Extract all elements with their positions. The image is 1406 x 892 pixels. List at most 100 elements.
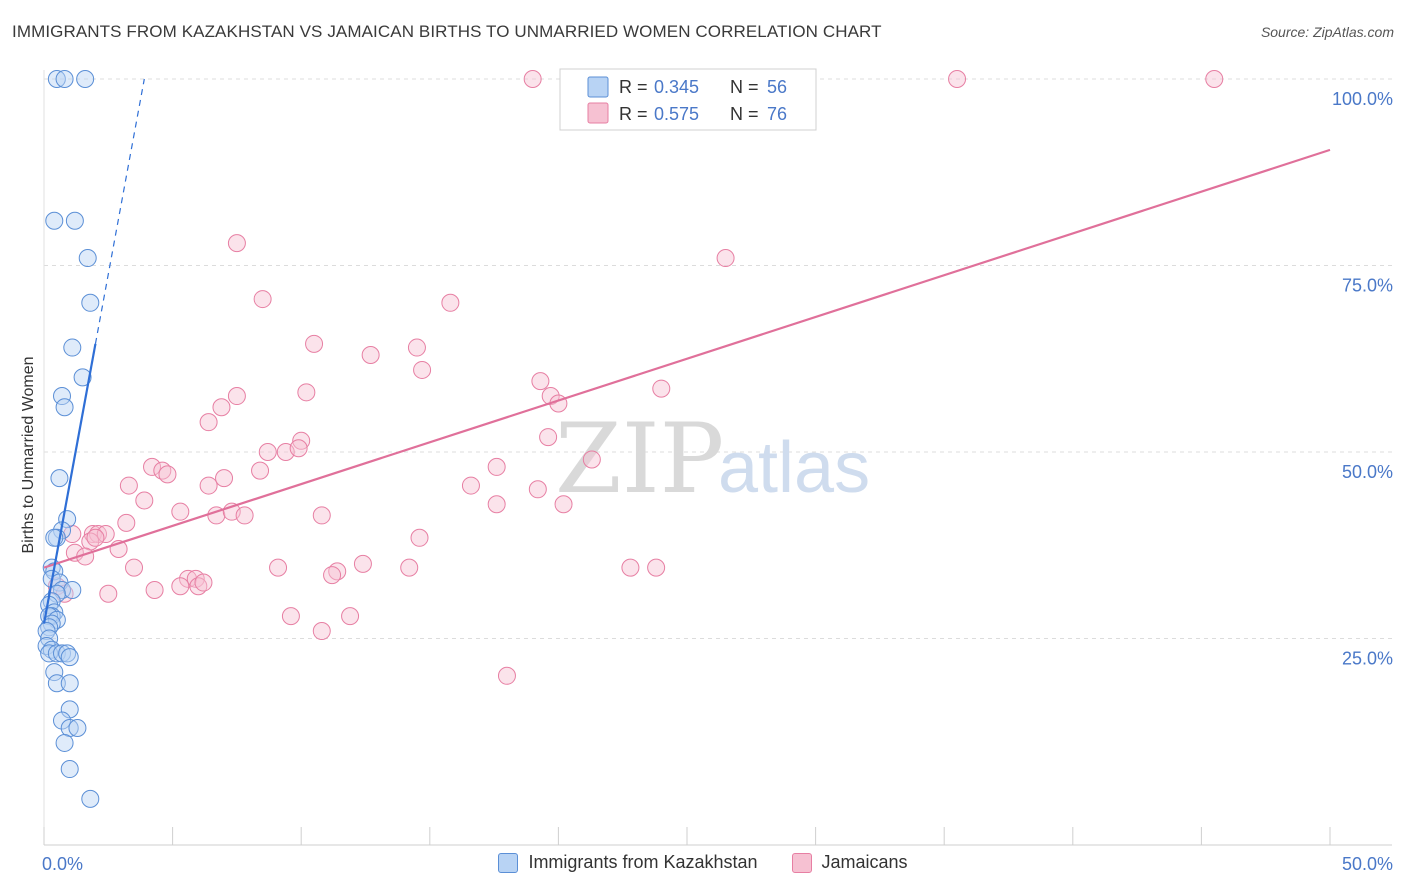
series-legend: Immigrants from Kazakhstan Jamaicans: [0, 852, 1406, 873]
correlation-legend: R = 0.345 N = 56 R = 0.575 N = 76: [559, 68, 817, 131]
jamaicans-point: [171, 577, 190, 596]
jamaicans-point: [621, 558, 640, 577]
y-tick-label: 75.0%: [1342, 276, 1393, 296]
jamaicans-point: [647, 558, 666, 577]
legend-swatch-pink: [587, 102, 609, 124]
jamaicans-point: [497, 666, 516, 685]
jamaicans-point: [145, 581, 164, 600]
legend-item-jamaicans[interactable]: Jamaicans: [791, 852, 908, 873]
jamaicans-point: [212, 398, 231, 417]
jamaicans-point: [86, 528, 105, 547]
kazakhstan-trend-line: [42, 343, 97, 624]
jamaicans-point: [652, 379, 671, 398]
kazakhstan-points: [37, 70, 100, 808]
legend-r-label-1: R =: [619, 77, 648, 97]
jamaicans-point: [716, 249, 735, 268]
legend-n-label-2: N =: [730, 104, 759, 124]
jamaicans-point: [461, 476, 480, 495]
jamaicans-trend-line: [43, 148, 1331, 569]
jamaicans-point: [541, 387, 560, 406]
watermark-atlas: atlas: [718, 428, 870, 508]
y-tick-label: 50.0%: [1342, 462, 1393, 482]
legend-label-kazakhstan: Immigrants from Kazakhstan: [528, 852, 758, 872]
jamaicans-point: [528, 480, 547, 499]
kazakhstan-point: [40, 644, 59, 663]
legend-label-jamaicans: Jamaicans: [821, 852, 908, 872]
jamaicans-point: [125, 558, 144, 577]
kazakhstan-point: [63, 338, 82, 357]
jamaicans-point: [269, 558, 288, 577]
jamaicans-point: [119, 476, 138, 495]
jamaicans-points: [47, 70, 1224, 685]
jamaicans-point: [305, 334, 324, 353]
jamaicans-point: [400, 558, 419, 577]
jamaicans-point: [441, 293, 460, 312]
jamaicans-point: [171, 502, 190, 521]
chart-title: IMMIGRANTS FROM KAZAKHSTAN VS JAMAICAN B…: [12, 22, 882, 41]
legend-n-label-1: N =: [730, 77, 759, 97]
kazakhstan-point: [40, 629, 59, 648]
legend-swatch-kazakhstan: [498, 852, 519, 873]
kazakhstan-point: [47, 674, 66, 693]
kazakhstan-point: [55, 70, 74, 88]
kazakhstan-point: [81, 789, 100, 808]
jamaicans-point: [117, 513, 136, 532]
trend-lines: [42, 78, 1331, 624]
legend-n-value-2: 76: [767, 104, 787, 124]
jamaicans-point: [251, 461, 270, 480]
kazakhstan-point: [55, 733, 74, 752]
jamaicans-point: [487, 457, 506, 476]
kazakhstan-point: [50, 469, 69, 488]
y-tick-label: 25.0%: [1342, 649, 1393, 669]
jamaicans-point: [258, 443, 277, 461]
jamaicans-point: [323, 566, 342, 585]
legend-n-value-1: 56: [767, 77, 787, 97]
legend-swatch-blue: [587, 76, 609, 98]
kazakhstan-trend-extension: [94, 78, 145, 344]
kazakhstan-point: [45, 663, 64, 682]
x-tick-label: 50.0%: [1342, 854, 1393, 874]
kazakhstan-point: [55, 398, 74, 417]
jamaicans-point: [143, 457, 162, 476]
jamaicans-point: [135, 491, 154, 510]
jamaicans-point: [341, 607, 360, 626]
jamaicans-point: [227, 387, 246, 406]
kazakhstan-point: [63, 581, 82, 600]
jamaicans-point: [215, 469, 234, 488]
jamaicans-point: [158, 465, 177, 484]
jamaicans-point: [199, 413, 218, 432]
tick-labels: 25.0% 50.0% 75.0% 100.0% 0.0% 50.0%: [42, 89, 1393, 874]
legend-r-value-2: 0.575: [654, 104, 699, 124]
kazakhstan-point: [68, 719, 87, 738]
kazakhstan-point: [73, 368, 92, 387]
kazakhstan-point: [60, 648, 79, 667]
jamaicans-point: [289, 439, 308, 458]
jamaicans-point: [539, 428, 558, 447]
kazakhstan-point: [65, 211, 84, 230]
jamaicans-point: [179, 569, 198, 588]
axes: [43, 70, 1392, 846]
legend-item-kazakhstan[interactable]: Immigrants from Kazakhstan: [498, 852, 758, 873]
kazakhstan-point: [37, 622, 56, 641]
y-tick-label: 100.0%: [1332, 89, 1393, 109]
jamaicans-point: [96, 525, 115, 544]
kazakhstan-point: [45, 211, 64, 230]
jamaicans-point: [235, 506, 254, 525]
kazakhstan-point: [60, 674, 79, 693]
jamaicans-point: [292, 431, 311, 450]
jamaicans-point: [199, 476, 218, 495]
jamaicans-point: [582, 450, 601, 469]
jamaicans-point: [312, 506, 331, 525]
kazakhstan-point: [60, 760, 79, 779]
jamaicans-point: [413, 360, 432, 379]
jamaicans-point: [410, 528, 429, 547]
kazakhstan-point: [53, 387, 72, 406]
jamaicans-point: [948, 70, 967, 88]
jamaicans-point: [407, 338, 426, 357]
jamaicans-point: [487, 495, 506, 514]
jamaicans-point: [227, 234, 246, 253]
jamaicans-point: [361, 346, 380, 365]
jamaicans-point: [554, 495, 573, 514]
grid-lines: [44, 78, 1392, 639]
